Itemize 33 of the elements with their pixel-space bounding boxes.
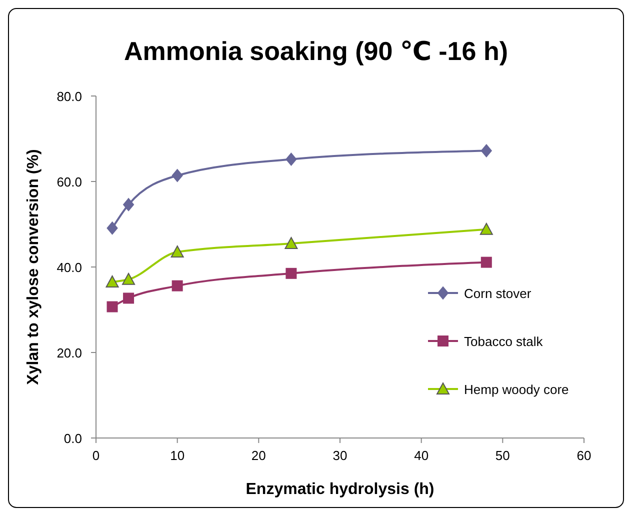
point (172, 280, 183, 292)
x-tick-label: 40 (414, 448, 429, 463)
y-tick-label: 60.0 (56, 174, 82, 190)
point (170, 246, 184, 258)
y-tick-label: 0.0 (64, 431, 82, 446)
legend-label: Tobacco stalk (464, 334, 544, 349)
legend-label: Corn stover (464, 286, 532, 301)
y-axis-title: Xylan to xylose conversion (%) (25, 149, 42, 385)
x-tick-label: 60 (576, 448, 592, 463)
point (123, 198, 134, 212)
point (106, 275, 119, 288)
chart-title: Ammonia soaking (90 ℃ -16 h) (124, 36, 508, 66)
point (106, 301, 118, 312)
x-tick-label: 50 (495, 448, 510, 463)
x-tick-label: 20 (251, 448, 266, 463)
point (286, 268, 297, 279)
y-tick-label: 40.0 (56, 260, 82, 275)
point (286, 152, 297, 166)
point (172, 169, 183, 182)
point (480, 144, 492, 158)
x-tick-label: 30 (332, 448, 348, 463)
x-tick-label: 0 (92, 448, 100, 463)
point (480, 222, 493, 235)
point (480, 256, 492, 268)
y-tick-label: 20.0 (56, 346, 82, 360)
x-tick-label: 10 (170, 448, 185, 463)
y-tick-label: 80.0 (56, 89, 82, 104)
point (123, 292, 134, 304)
x-axis-title: Enzymatic hydrolysis (h) (246, 481, 434, 498)
point (122, 272, 136, 285)
point (284, 236, 298, 249)
legend-label: Hemp woody core (464, 382, 569, 397)
point (106, 222, 118, 235)
